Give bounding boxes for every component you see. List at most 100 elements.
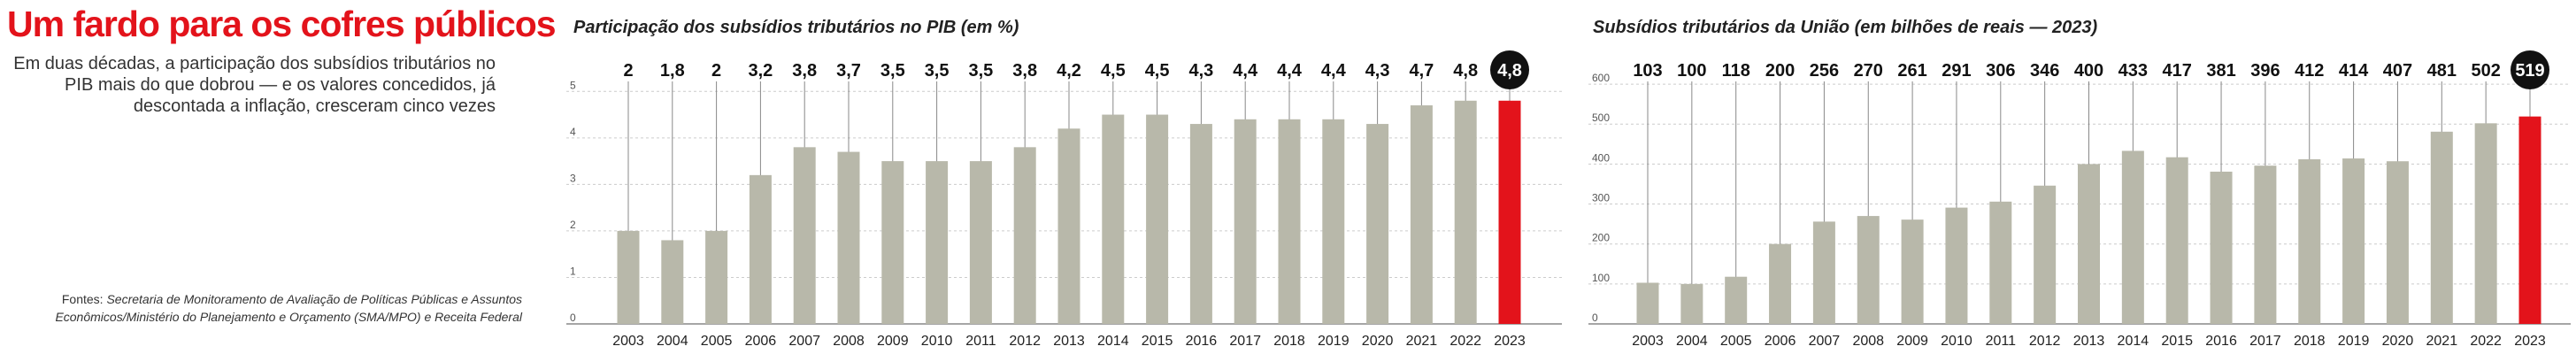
bar: [617, 230, 640, 324]
y-tick-label: 3: [570, 172, 576, 184]
chart-title-pib: Participação dos subsídios tributários n…: [573, 18, 1019, 37]
x-tick-label: 2009: [877, 334, 909, 349]
bar: [1454, 100, 1477, 324]
bar: [2474, 123, 2497, 324]
y-tick-label: 600: [1592, 72, 1610, 84]
data-label: 103: [1633, 61, 1662, 81]
y-tick-label: 400: [1592, 151, 1610, 164]
x-tick-label: 2023: [2514, 334, 2546, 349]
data-label: 4,5: [1101, 61, 1126, 81]
bar: [661, 240, 684, 324]
x-tick-label: 2012: [1009, 334, 1041, 349]
y-tick-label: 1: [570, 265, 576, 277]
x-tick-label: 2018: [1273, 334, 1305, 349]
data-label: 4,3: [1188, 61, 1213, 81]
x-tick-label: 2018: [2294, 334, 2326, 349]
data-label: 200: [1765, 61, 1795, 81]
bar: [1857, 216, 1880, 324]
x-tick-label: 2003: [612, 334, 644, 349]
x-tick-label: 2023: [1494, 334, 1526, 349]
data-label: 2: [623, 61, 633, 81]
chart-title-subsidies: Subsídios tributários da União (em bilhõ…: [1593, 18, 2098, 37]
data-label: 396: [2250, 61, 2280, 81]
highlight-value-circle: [2511, 50, 2549, 89]
data-label: 381: [2206, 61, 2235, 81]
data-label: 519: [2515, 61, 2544, 81]
data-label: 4,4: [1233, 61, 1258, 81]
bar: [1812, 221, 1835, 324]
x-tick-label: 2005: [701, 334, 733, 349]
sources: Fontes: Secretaria de Monitoramento de A…: [35, 290, 522, 326]
y-tick-label: 4: [570, 126, 576, 138]
bar: [969, 161, 992, 324]
x-tick-label: 2013: [1053, 334, 1085, 349]
y-tick-label: 0: [570, 312, 576, 324]
bar: [1366, 124, 1389, 324]
x-tick-label: 2020: [2382, 334, 2414, 349]
x-tick-label: 2011: [965, 334, 996, 349]
bar: [1680, 283, 1703, 324]
data-label: 346: [2030, 61, 2059, 81]
data-label: 3,5: [968, 61, 993, 81]
y-tick-label: 200: [1592, 232, 1610, 244]
x-tick-label: 2007: [788, 334, 820, 349]
y-tick-label: 2: [570, 219, 576, 231]
data-label: 481: [2427, 61, 2457, 81]
data-label: 400: [2074, 61, 2103, 81]
data-label: 291: [1942, 61, 1971, 81]
bar: [1410, 105, 1433, 324]
bar-highlight: [1498, 100, 1521, 324]
bar: [749, 174, 772, 324]
x-tick-label: 2010: [921, 334, 953, 349]
y-tick-label: 500: [1592, 112, 1610, 124]
data-label: 414: [2339, 61, 2369, 81]
x-tick-label: 2009: [1896, 334, 1928, 349]
x-tick-label: 2014: [1097, 334, 1129, 349]
data-label: 261: [1897, 61, 1926, 81]
bar: [1234, 119, 1257, 324]
left-panel: Um fardo para os cofres públicos Em duas…: [0, 0, 557, 354]
x-tick-label: 2016: [2205, 334, 2237, 349]
data-label: 270: [1854, 61, 1883, 81]
bar: [1189, 124, 1212, 324]
x-tick-label: 2008: [833, 334, 865, 349]
data-label: 2: [711, 61, 721, 81]
data-label: 433: [2118, 61, 2148, 81]
bar: [1636, 282, 1659, 324]
data-label: 306: [1986, 61, 2015, 81]
bar: [1102, 114, 1125, 324]
x-tick-label: 2017: [2249, 334, 2281, 349]
bar: [1322, 119, 1345, 324]
bar-highlight: [2518, 116, 2541, 324]
bar: [837, 151, 860, 324]
data-label: 4,4: [1277, 61, 1303, 81]
data-label: 4,8: [1497, 61, 1522, 81]
x-tick-label: 2019: [1318, 334, 1350, 349]
bar: [926, 161, 949, 324]
x-tick-label: 2006: [1765, 334, 1796, 349]
x-tick-label: 2017: [1229, 334, 1261, 349]
data-label: 100: [1677, 61, 1706, 81]
bar: [705, 230, 728, 324]
bar: [2165, 157, 2188, 324]
data-label: 502: [2471, 61, 2500, 81]
bar: [2342, 158, 2365, 324]
x-tick-label: 2012: [2029, 334, 2061, 349]
bar: [793, 147, 816, 324]
x-tick-label: 2007: [1809, 334, 1841, 349]
bar: [2121, 150, 2144, 324]
data-label: 4,8: [1453, 61, 1478, 81]
data-label: 256: [1810, 61, 1839, 81]
data-label: 4,3: [1365, 61, 1390, 81]
x-tick-label: 2015: [2161, 334, 2193, 349]
bar: [1945, 207, 1968, 324]
x-tick-label: 2003: [1632, 334, 1664, 349]
x-tick-label: 2006: [745, 334, 777, 349]
x-tick-label: 2020: [1362, 334, 1394, 349]
sources-text: Secretaria de Monitoramento de Avaliação…: [55, 292, 522, 324]
bar: [1146, 114, 1169, 324]
x-tick-label: 2021: [1406, 334, 1438, 349]
bar: [2386, 161, 2409, 324]
data-label: 3,8: [792, 61, 817, 81]
